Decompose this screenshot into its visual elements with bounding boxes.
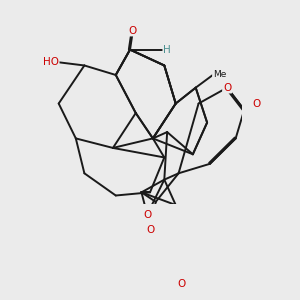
Text: O: O: [223, 83, 231, 93]
Text: HO: HO: [43, 57, 59, 67]
Text: H: H: [163, 45, 171, 55]
Text: O: O: [253, 98, 261, 109]
Text: O: O: [177, 279, 186, 289]
Text: Me: Me: [213, 70, 226, 80]
Text: O: O: [146, 225, 154, 236]
Text: O: O: [143, 209, 151, 220]
Text: O: O: [129, 26, 137, 36]
